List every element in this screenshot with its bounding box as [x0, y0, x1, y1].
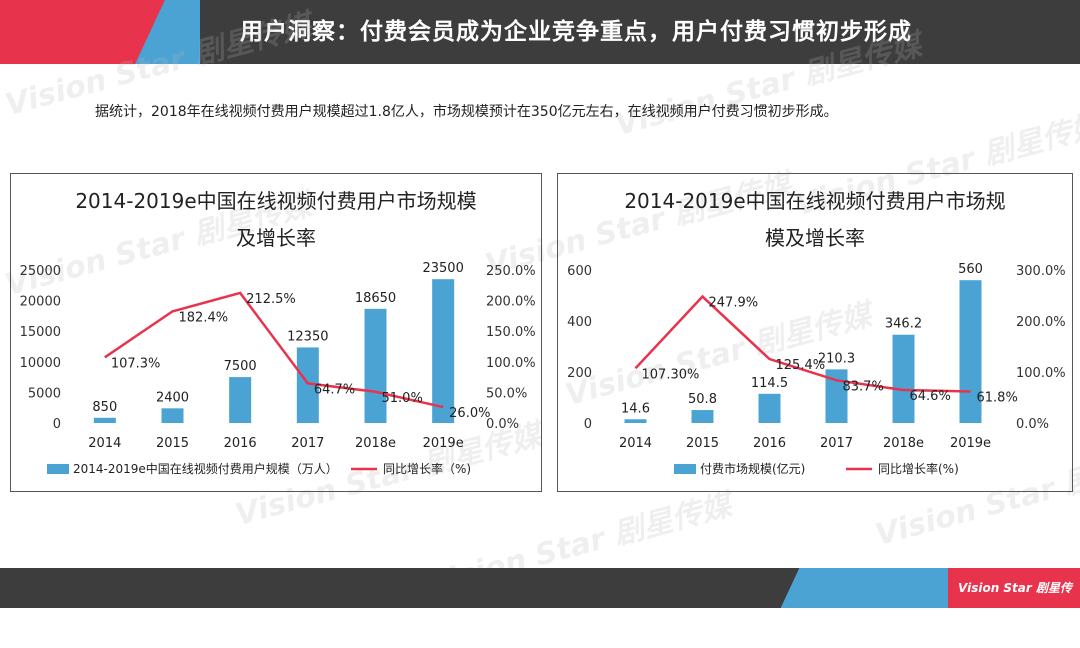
bar-value-label: 23500: [422, 261, 463, 276]
footer-dark-band: [0, 568, 800, 608]
bar: [691, 410, 714, 423]
y-tick-label: 5000: [28, 386, 61, 401]
bar-value-label: 560: [958, 262, 983, 277]
y-tick-label: 400: [567, 315, 592, 330]
bar-value-label: 2400: [156, 390, 189, 405]
chart-title-line-1: 2014-2019e中国在线视频付费用户市场规模: [75, 189, 477, 213]
line-value-label: 64.7%: [314, 382, 355, 397]
x-tick-label: 2014: [619, 436, 652, 451]
bar: [161, 408, 184, 423]
y2-tick-label: 100.0%: [486, 356, 536, 371]
header-dark-band: [200, 0, 1080, 64]
y-tick-label: 600: [567, 264, 592, 279]
y2-tick-label: 50.0%: [486, 386, 527, 401]
chart-title-line-2: 模及增长率: [765, 226, 865, 250]
line-value-label: 64.6%: [910, 389, 951, 404]
growth-rate-line: [104, 291, 444, 409]
line-value-label: 247.9%: [709, 296, 759, 311]
y-tick-label: 20000: [20, 295, 61, 310]
bar: [432, 279, 455, 423]
x-tick-label: 2017: [820, 436, 853, 451]
x-tick-label: 2017: [291, 436, 324, 451]
x-tick-label: 2016: [224, 436, 257, 451]
chart-title-line-2: 及增长率: [236, 226, 316, 250]
bar-value-label: 7500: [224, 359, 257, 374]
x-tick-label: 2019e: [950, 436, 991, 451]
y2-tick-label: 0.0%: [1016, 417, 1049, 432]
bar-value-label: 14.6: [621, 401, 650, 416]
line-value-label: 212.5%: [246, 292, 296, 307]
y-tick-label: 200: [567, 366, 592, 381]
page-title: 用户洞察：付费会员成为企业竞争重点，用户付费习惯初步形成: [240, 19, 912, 45]
x-tick-label: 2019e: [423, 436, 464, 451]
y2-tick-label: 150.0%: [486, 325, 536, 340]
bar-value-label: 50.8: [688, 392, 717, 407]
legend-label-line: 同比增长率(%): [878, 461, 959, 476]
chart-panel-market: 2014-2019e中国在线视频付费用户市场规 模及增长率 0 200 400 600…: [557, 173, 1073, 492]
bar: [364, 308, 387, 423]
bar: [229, 377, 252, 423]
bar: [296, 347, 319, 423]
y2-tick-label: 200.0%: [486, 295, 536, 310]
market-chart: 0 200 400 600 0.0% 100.0% 200.0% 300.0% 14.6 2014…: [567, 262, 1066, 476]
chart-panel-users: 2014-2019e中国在线视频付费用户市场规模 及增长率 0 5000 10000…: [10, 173, 542, 492]
y2-tick-label: 300.0%: [1016, 264, 1066, 279]
intro-text: 据统计，2018年在线视频付费用户规模超过1.8亿人，市场规模预计在350亿元左…: [95, 104, 838, 120]
x-tick-label: 2016: [753, 436, 786, 451]
y-tick-label: 15000: [20, 325, 61, 340]
y-tick-label: 0: [584, 417, 592, 432]
legend-label-bars: 付费市场规模(亿元): [700, 461, 805, 476]
bar-value-label: 210.3: [818, 351, 855, 366]
footer-blue-accent: [780, 568, 970, 608]
x-tick-label: 2018e: [355, 436, 396, 451]
bar: [93, 417, 116, 423]
legend-label-bars: 2014-2019e中国在线视频付费用户规模（万人）: [73, 461, 338, 476]
y2-tick-label: 100.0%: [1016, 366, 1066, 381]
bar: [758, 393, 781, 423]
bar-value-label: 114.5: [751, 376, 788, 391]
line-value-label: 26.0%: [449, 406, 490, 421]
footer-red-accent: [948, 568, 1080, 608]
bar: [959, 280, 982, 423]
x-tick-label: 2015: [156, 436, 189, 451]
line-value-label: 182.4%: [179, 310, 229, 325]
bar-value-label: 346.2: [885, 317, 922, 332]
header-bar: 用户洞察：付费会员成为企业竞争重点，用户付费习惯初步形成: [0, 0, 1080, 64]
bar-value-label: 12350: [287, 329, 328, 344]
bar: [892, 334, 915, 423]
y2-tick-label: 250.0%: [486, 264, 536, 279]
x-tick-label: 2015: [686, 436, 719, 451]
chart-title-line-1: 2014-2019e中国在线视频付费用户市场规: [624, 189, 1006, 213]
legend-label-line: 同比增长率（%): [383, 461, 471, 476]
y-tick-label: 10000: [20, 356, 61, 371]
line-value-label: 107.3%: [111, 356, 161, 371]
bar-value-label: 850: [92, 400, 117, 415]
y-tick-label: 25000: [20, 264, 61, 279]
line-value-label: 107.30%: [642, 367, 700, 382]
bar-value-label: 18650: [355, 291, 396, 306]
bar: [624, 419, 647, 423]
x-tick-label: 2014: [88, 436, 121, 451]
x-tick-label: 2018e: [883, 436, 924, 451]
line-value-label: 61.8%: [977, 390, 1018, 405]
users-chart: 0 5000 10000 15000 20000 25000 0.0% 50.0% 100.0%…: [20, 261, 536, 476]
y2-tick-label: 200.0%: [1016, 315, 1066, 330]
legend-swatch-bars: [47, 464, 69, 474]
line-value-label: 51.0%: [382, 391, 423, 406]
line-value-label: 83.7%: [843, 379, 884, 394]
y2-tick-label: 0.0%: [486, 417, 519, 432]
brand-logo: Vision Star 剧星传媒: [958, 581, 1072, 635]
bar: [825, 369, 848, 423]
line-value-label: 125.4%: [776, 358, 826, 373]
legend-swatch-bars: [674, 464, 696, 474]
y-tick-label: 0: [53, 417, 61, 432]
growth-rate-line: [634, 294, 971, 393]
